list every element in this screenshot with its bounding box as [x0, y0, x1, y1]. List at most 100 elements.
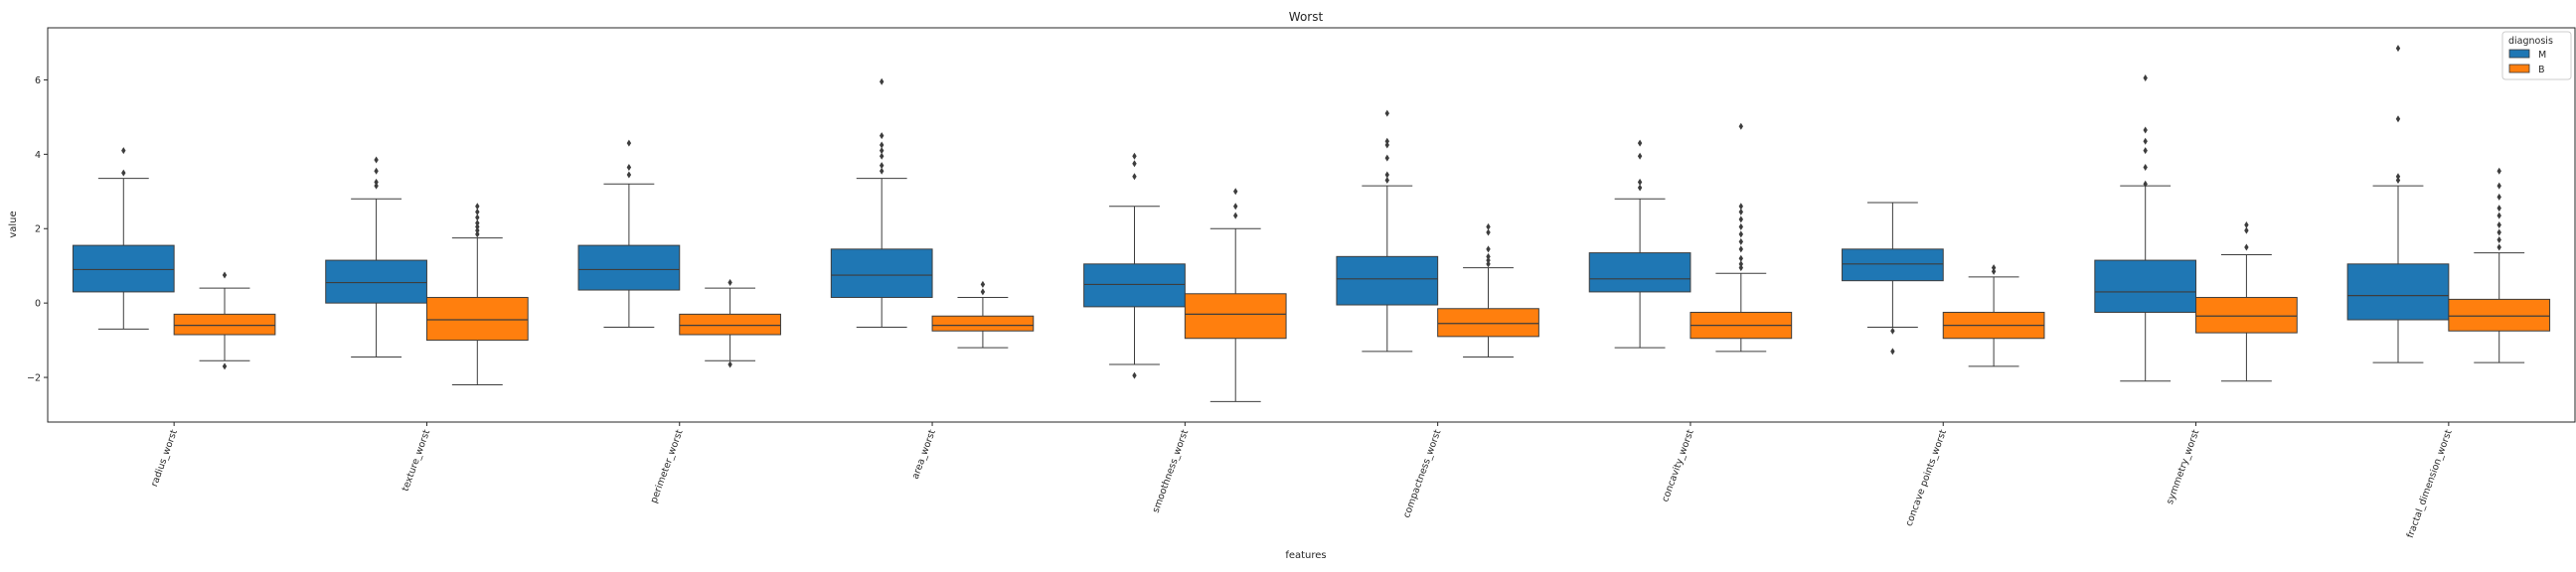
- box-iqr: [2448, 298, 2551, 332]
- outlier-point: [1738, 222, 1744, 230]
- outlier-point: [1384, 171, 1389, 179]
- outlier-point: [2143, 147, 2148, 155]
- box-b-concave-points_worst: [1942, 264, 2045, 367]
- box-iqr: [679, 313, 781, 336]
- outlier-point: [1637, 152, 1643, 160]
- outlier-point: [475, 222, 480, 230]
- box-iqr: [173, 313, 276, 336]
- outlier-point: [1233, 188, 1238, 196]
- box-iqr: [1184, 293, 1287, 340]
- outlier-point: [626, 163, 632, 171]
- box-b-texture_worst: [425, 203, 529, 386]
- outlier-point: [2395, 45, 2401, 53]
- outlier-point: [1233, 212, 1238, 219]
- box-iqr: [577, 244, 681, 291]
- chart-title: Worst: [1289, 10, 1324, 24]
- outlier-point: [727, 360, 732, 368]
- outlier-point: [1738, 203, 1744, 211]
- outlier-point: [1637, 184, 1643, 192]
- outlier-point: [1991, 267, 1997, 275]
- box-b-perimeter_worst: [679, 279, 781, 368]
- outlier-point: [1132, 152, 1137, 160]
- outlier-point: [1738, 230, 1744, 238]
- box-m-symmetry_worst: [2094, 74, 2197, 382]
- box-b-area_worst: [931, 280, 1035, 349]
- box-series: [72, 45, 2551, 402]
- legend-label-m: M: [2538, 50, 2546, 61]
- outlier-point: [980, 280, 986, 288]
- outlier-point: [1637, 178, 1643, 186]
- outlier-point: [1384, 177, 1389, 185]
- outlier-point: [879, 141, 885, 149]
- outlier-point: [1486, 252, 1491, 260]
- outlier-point: [222, 271, 228, 279]
- outlier-point: [1991, 264, 1997, 272]
- y-axis-label: value: [8, 211, 19, 237]
- outlier-point: [1738, 264, 1744, 272]
- outlier-point: [1486, 245, 1491, 253]
- outlier-point: [879, 147, 885, 155]
- outlier-point: [2143, 180, 2148, 188]
- y-tick-label: 0: [35, 299, 41, 310]
- outlier-point: [879, 167, 885, 175]
- outlier-point: [475, 214, 480, 221]
- outlier-point: [121, 169, 126, 177]
- outlier-point: [1738, 122, 1744, 130]
- outlier-point: [1233, 203, 1238, 211]
- box-iqr: [2195, 297, 2298, 334]
- outlier-point: [1132, 371, 1137, 379]
- outlier-point: [2244, 221, 2249, 228]
- box-b-symmetry_worst: [2195, 221, 2298, 382]
- box-b-compactness_worst: [1437, 222, 1539, 358]
- outlier-point: [2143, 126, 2148, 134]
- outlier-point: [374, 156, 379, 164]
- outlier-point: [1132, 173, 1137, 181]
- y-tick-label: 2: [35, 224, 41, 235]
- outlier-point: [2143, 74, 2148, 82]
- outlier-point: [2496, 235, 2501, 243]
- outlier-point: [475, 230, 480, 238]
- outlier-point: [2496, 212, 2501, 219]
- outlier-point: [879, 132, 885, 140]
- outlier-point: [626, 171, 632, 179]
- box-m-compactness_worst: [1336, 109, 1439, 353]
- box-b-radius_worst: [173, 271, 276, 370]
- legend-swatch-m: [2508, 49, 2530, 59]
- outlier-point: [475, 208, 480, 215]
- outlier-point: [2496, 228, 2501, 236]
- outlier-point: [1890, 348, 1895, 356]
- outlier-point: [1384, 154, 1389, 162]
- box-iqr: [1336, 255, 1439, 306]
- box-m-smoothness_worst: [1083, 152, 1186, 379]
- outlier-point: [2395, 115, 2401, 123]
- outlier-point: [1384, 137, 1389, 145]
- outlier-point: [1738, 215, 1744, 223]
- legend: diagnosis M B: [2501, 31, 2572, 80]
- outlier-point: [980, 288, 986, 296]
- y-tick-label: −2: [27, 373, 41, 384]
- box-m-concave-points_worst: [1842, 202, 1944, 356]
- outlier-point: [1384, 109, 1389, 117]
- box-iqr: [1842, 248, 1944, 282]
- outlier-point: [2496, 193, 2501, 201]
- y-tick-label: 6: [35, 75, 41, 86]
- outlier-point: [121, 147, 126, 155]
- box-b-fractal_dimension_worst: [2448, 167, 2551, 363]
- outlier-point: [1132, 160, 1137, 168]
- box-m-fractal_dimension_worst: [2346, 45, 2450, 363]
- box-iqr: [931, 315, 1035, 332]
- outlier-point: [1738, 260, 1744, 268]
- outlier-point: [475, 226, 480, 234]
- outlier-point: [1637, 139, 1643, 147]
- outlier-point: [2496, 221, 2501, 228]
- outlier-point: [374, 182, 379, 190]
- outlier-point: [1738, 254, 1744, 262]
- outlier-point: [727, 279, 732, 287]
- outlier-point: [1486, 260, 1491, 268]
- outlier-point: [2496, 205, 2501, 213]
- outlier-point: [1738, 245, 1744, 253]
- box-m-area_worst: [830, 77, 933, 328]
- outlier-point: [374, 178, 379, 186]
- outlier-point: [1738, 237, 1744, 245]
